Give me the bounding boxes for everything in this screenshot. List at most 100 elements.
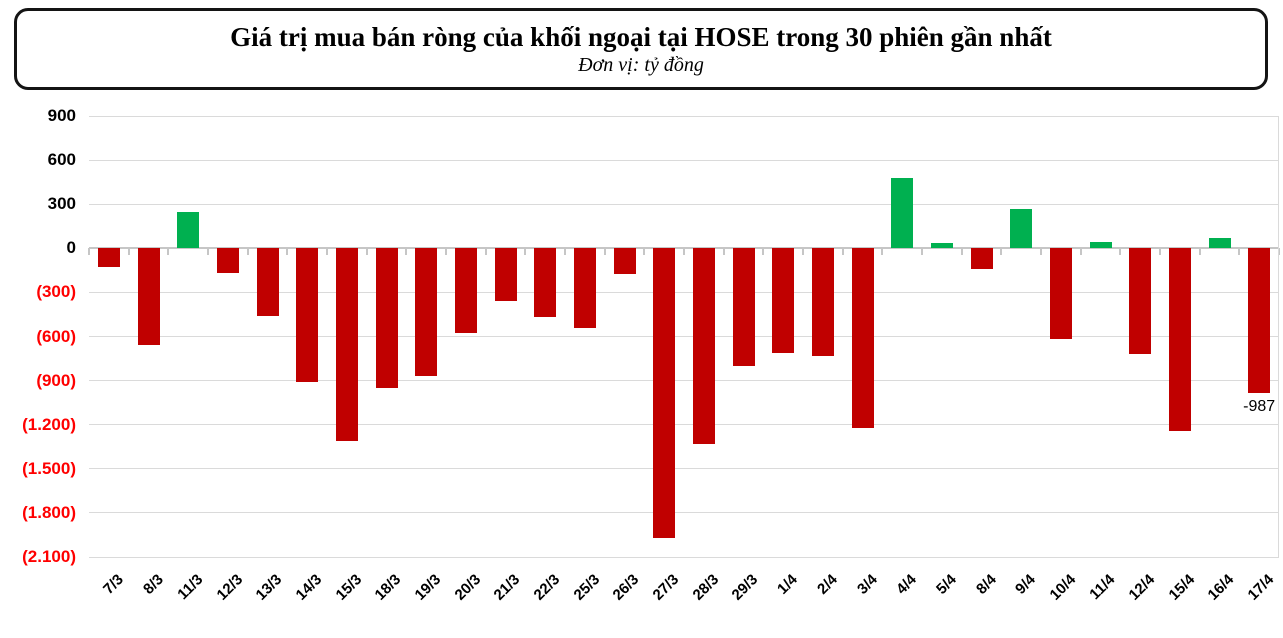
y-axis-label: (1.200): [22, 414, 76, 434]
axis-tick: [445, 248, 447, 256]
x-axis-label: 19/3: [411, 571, 445, 604]
axis-tick: [881, 248, 884, 256]
gridline: [89, 468, 1279, 470]
axis-tick: [1278, 248, 1280, 256]
axis-tick: [484, 248, 487, 256]
axis-tick: [643, 248, 646, 256]
chart-subtitle: Đơn vị: tỷ đồng: [578, 54, 704, 77]
gridline: [89, 380, 1279, 382]
gridline: [89, 291, 1279, 293]
axis-tick: [1238, 248, 1241, 256]
axis-tick: [167, 248, 170, 256]
bar-negative: [1129, 248, 1152, 355]
bar-negative: [613, 248, 636, 275]
axis-tick: [207, 248, 209, 256]
gridline: [89, 556, 1279, 558]
bar-positive: [177, 211, 200, 249]
axis-tick: [1040, 248, 1042, 256]
bar-positive: [1208, 238, 1231, 249]
bar-negative: [653, 248, 676, 538]
axis-tick: [603, 248, 606, 256]
bar-negative: [137, 248, 160, 346]
bar-negative: [692, 248, 715, 444]
y-axis-label: 0: [66, 238, 76, 258]
x-axis-label: 8/3: [139, 571, 167, 598]
bar-negative: [573, 248, 596, 328]
gridline: [89, 424, 1279, 426]
x-axis-label: 21/3: [490, 571, 524, 604]
x-axis-label: 11/4: [1086, 571, 1119, 604]
bar-negative: [732, 248, 755, 366]
y-axis-label: (1.800): [22, 502, 76, 522]
bar-negative: [296, 248, 319, 383]
x-axis-label: 10/4: [1046, 571, 1079, 604]
axis-tick: [1000, 248, 1003, 256]
y-axis-label: (2.100): [22, 547, 76, 566]
bar-negative: [216, 248, 239, 273]
x-axis-label: 14/3: [292, 571, 326, 604]
x-axis-label: 20/3: [451, 571, 484, 604]
x-axis-label: 18/3: [371, 571, 405, 604]
bar-negative: [494, 248, 517, 302]
axis-tick: [365, 248, 368, 256]
x-axis-label: 1/4: [774, 571, 802, 598]
x-axis-label: 5/4: [933, 571, 960, 598]
bar-negative: [811, 248, 834, 357]
axis-tick: [1159, 248, 1161, 256]
bar-negative: [375, 248, 398, 388]
bar-data-label: -987: [1243, 398, 1276, 416]
axis-tick: [326, 248, 328, 256]
y-axis-label: 300: [47, 194, 76, 214]
axis-tick: [405, 248, 408, 256]
x-axis-label: 12/4: [1125, 571, 1159, 604]
gridline: [89, 203, 1279, 205]
bar-negative: [970, 248, 993, 269]
gridline: [89, 159, 1279, 161]
x-axis-label: 27/3: [649, 571, 683, 604]
x-axis-label: 25/3: [570, 571, 603, 604]
bar-negative: [97, 248, 120, 268]
chart-title: Giá trị mua bán ròng của khối ngoại tại …: [230, 21, 1052, 52]
axis-tick: [722, 248, 725, 256]
x-axis-label: 11/3: [174, 571, 207, 604]
x-axis-label: 29/3: [728, 571, 762, 604]
bar-negative: [1248, 248, 1271, 394]
chart-title-box: Giá trị mua bán ròng của khối ngoại tại …: [14, 8, 1268, 90]
x-axis-label: 28/3: [689, 571, 722, 604]
bar-negative: [454, 248, 477, 333]
axis-tick: [88, 248, 90, 256]
x-axis-label: 12/3: [213, 571, 246, 604]
y-axis-label: (1.500): [22, 458, 76, 478]
y-axis-label: 600: [47, 150, 76, 170]
gridline: [89, 115, 1279, 117]
y-axis-label: 900: [47, 106, 76, 125]
axis-tick: [564, 248, 566, 256]
axis-tick: [762, 248, 765, 256]
x-axis-label: 9/4: [1012, 571, 1040, 598]
x-axis-label: 4/4: [893, 571, 921, 598]
plot-right-border: [1278, 116, 1279, 557]
bar-positive: [1010, 209, 1033, 249]
bar-negative: [772, 248, 795, 354]
bar-positive: [930, 243, 953, 249]
axis-tick: [1079, 248, 1082, 256]
x-axis-label: 15/3: [332, 571, 365, 604]
y-axis-label: (900): [36, 370, 76, 390]
bar-negative: [851, 248, 874, 429]
y-axis-label: (300): [36, 282, 76, 302]
x-axis-label: 26/3: [609, 571, 643, 604]
x-axis-label: 16/4: [1204, 571, 1238, 604]
axis-tick: [683, 248, 685, 256]
bar-negative: [534, 248, 557, 317]
axis-tick: [921, 248, 923, 256]
bar-negative: [256, 248, 279, 316]
axis-tick: [960, 248, 963, 256]
x-axis-label: 17/4: [1244, 571, 1278, 604]
bar-negative: [335, 248, 358, 441]
bar-negative: [1168, 248, 1191, 431]
bar-negative: [1049, 248, 1072, 340]
axis-tick: [841, 248, 844, 256]
bar-positive: [1089, 241, 1112, 249]
